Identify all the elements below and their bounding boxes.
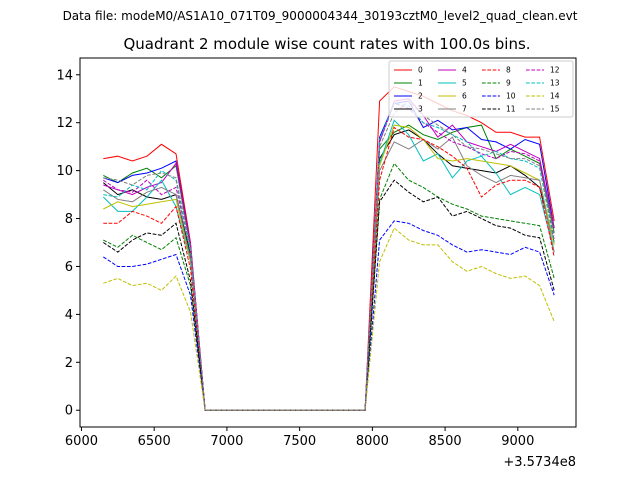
legend-label-2: 2 [418, 92, 423, 101]
y-tick-label: 2 [65, 356, 73, 371]
legend-label-8: 8 [506, 66, 511, 75]
x-offset-label: +3.5734e8 [503, 455, 576, 470]
x-tick-label: 7500 [283, 434, 316, 449]
y-tick-label: 14 [56, 68, 73, 83]
legend-label-7: 7 [462, 105, 467, 114]
plot-area-frame [79, 57, 577, 428]
legend-label-9: 9 [506, 79, 511, 88]
legend-label-15: 15 [550, 105, 560, 114]
y-tick-label: 12 [56, 116, 73, 131]
legend-label-5: 5 [462, 79, 467, 88]
chart-title: Quadrant 2 module wise count rates with … [123, 35, 530, 53]
legend-label-6: 6 [462, 92, 467, 101]
x-tick-label: 6000 [65, 434, 98, 449]
y-tick-label: 8 [65, 212, 73, 227]
y-tick-label: 6 [65, 260, 73, 275]
legend-label-11: 11 [506, 105, 516, 114]
y-tick-label: 4 [65, 308, 73, 323]
x-tick-label: 7000 [210, 434, 243, 449]
figure-suptitle: Data file: modeM0/AS1A10_071T09_90000043… [63, 9, 578, 23]
legend-label-3: 3 [418, 105, 423, 114]
legend-label-10: 10 [506, 92, 516, 101]
series-layer [102, 86, 555, 411]
x-tick-label: 6500 [138, 434, 171, 449]
legend-label-12: 12 [550, 66, 560, 75]
series-line-15 [103, 100, 555, 411]
legend-label-0: 0 [418, 66, 423, 75]
y-tick-label: 10 [56, 164, 73, 179]
legend-label-1: 1 [418, 79, 423, 88]
x-tick-label: 8000 [356, 434, 389, 449]
x-tick-label: 8500 [429, 434, 462, 449]
legend-box [388, 60, 574, 118]
x-tick-label: 9000 [501, 434, 534, 449]
legend-label-4: 4 [462, 66, 467, 75]
y-tick-label: 0 [65, 404, 73, 419]
legend-label-14: 14 [550, 92, 560, 101]
legend-label-13: 13 [550, 79, 560, 88]
